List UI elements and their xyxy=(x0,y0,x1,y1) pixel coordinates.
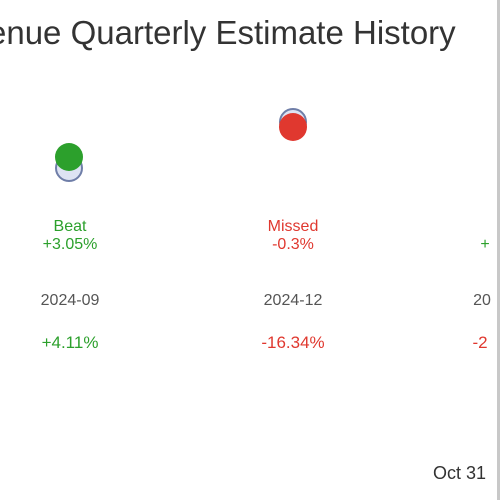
footer-date: Oct 31 xyxy=(433,463,487,483)
period-label: 2024-09 xyxy=(40,292,100,309)
actual-marker xyxy=(279,113,307,141)
chart-title: enue Quarterly Estimate History xyxy=(0,14,456,51)
result-label: Missed xyxy=(267,218,319,235)
result-label: Beat xyxy=(53,218,87,235)
actual-marker xyxy=(55,143,83,171)
change-label: -2 xyxy=(472,333,488,352)
surprise-label: + xyxy=(480,236,490,253)
surprise-label: +3.05% xyxy=(42,236,98,253)
change-label: +4.11% xyxy=(41,333,99,352)
period-label: 2024-12 xyxy=(263,292,323,309)
change-label: -16.34% xyxy=(261,333,325,352)
period-label: 20 xyxy=(473,292,491,309)
chart-frame-edge xyxy=(497,0,500,500)
surprise-label: -0.3% xyxy=(272,236,314,253)
